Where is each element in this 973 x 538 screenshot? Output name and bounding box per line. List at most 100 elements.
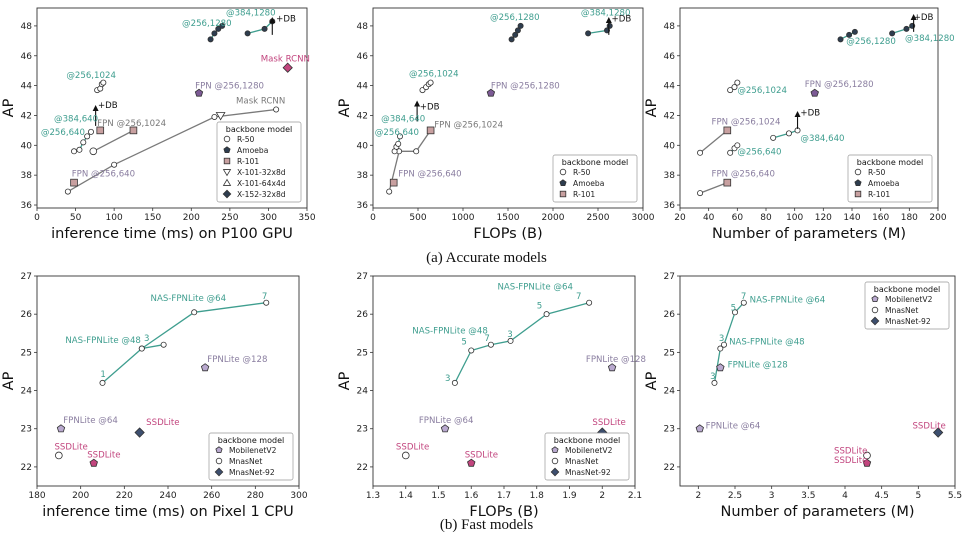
legend-title: backbone model bbox=[562, 158, 628, 167]
point-annotation: @256,640 bbox=[375, 128, 419, 138]
series-point bbox=[740, 299, 747, 306]
point-annotation: FPN @256,1280 bbox=[491, 82, 560, 92]
legend-entry-label: R-101 bbox=[573, 190, 595, 199]
db-arrow-head bbox=[92, 105, 99, 111]
point-annotation: SSDLite bbox=[396, 443, 429, 453]
data-point-pentagon bbox=[56, 424, 66, 433]
plot-frame bbox=[679, 275, 956, 487]
x-tick-label: 2500 bbox=[587, 213, 610, 223]
data-point-pentagon bbox=[467, 458, 476, 467]
y-tick-label: 46 bbox=[357, 52, 369, 62]
x-tick-label: 4 bbox=[842, 491, 848, 501]
point-annotation: @256,1024 bbox=[409, 70, 459, 80]
y-tick-label: 38 bbox=[21, 171, 33, 181]
legend-title: backbone model bbox=[874, 285, 940, 294]
data-point-circle bbox=[401, 451, 410, 460]
db-arrow-head bbox=[605, 16, 612, 23]
data-point-circle bbox=[55, 451, 63, 460]
x-tick-label: 3.5 bbox=[801, 491, 815, 501]
point-annotation: @384,640 bbox=[381, 114, 425, 124]
caption-accurate-models: (a) Accurate models bbox=[426, 250, 547, 266]
series-point bbox=[711, 379, 718, 386]
point-annotation: FPN @256,1024 bbox=[712, 117, 781, 127]
series-point bbox=[727, 87, 734, 94]
series-point bbox=[514, 27, 521, 34]
legend-entry-label: Amoeba bbox=[868, 179, 899, 188]
y-tick-label: 46 bbox=[664, 52, 676, 62]
legend-entry-label: X-101-64x4d bbox=[237, 179, 286, 188]
y-tick-label: 44 bbox=[21, 82, 33, 92]
x-tick-label: 1.8 bbox=[530, 491, 545, 501]
chart-a2: 0 500 1000 1500 2000 2500 3000 36 38 40 42 44 46 48 FL… bbox=[337, 7, 655, 242]
y-tick-label: 38 bbox=[357, 171, 369, 181]
series-point bbox=[71, 148, 78, 155]
point-annotation: 7 bbox=[576, 292, 581, 302]
y-tick-label: 48 bbox=[357, 22, 369, 32]
series-line-1 bbox=[141, 302, 267, 350]
y-tick-label: 44 bbox=[357, 82, 369, 92]
y-tick-label: 42 bbox=[21, 111, 32, 121]
point-annotation: 3 bbox=[507, 330, 512, 340]
legend-entry-label: MnasNet bbox=[885, 306, 918, 315]
legend-title: backbone model bbox=[857, 158, 923, 167]
series-point bbox=[413, 148, 420, 155]
y-tick-label: 23 bbox=[21, 425, 32, 435]
data-point-square bbox=[723, 178, 732, 187]
chart-b2: 1.3 1.4 1.5 1.6 1.7 1.8 1.9 2 2.1 22 23 24 25 26 27 FLO… bbox=[337, 272, 646, 520]
y-axis-label: AP bbox=[1, 371, 17, 390]
series-point bbox=[263, 299, 270, 306]
y-tick-label: 26 bbox=[357, 310, 369, 320]
x-tick-label: 220 bbox=[116, 491, 133, 501]
x-tick-label: 260 bbox=[203, 491, 220, 501]
point-annotation: 5 bbox=[537, 301, 542, 311]
point-annotation: FPNLite @64 bbox=[706, 422, 761, 432]
point-annotation: +DB bbox=[914, 13, 934, 23]
point-annotation: +DB bbox=[612, 14, 632, 24]
x-tick-label: 160 bbox=[872, 213, 889, 223]
point-annotation: @256,1024 bbox=[737, 86, 787, 96]
x-tick-label: 150 bbox=[144, 213, 161, 223]
data-point-square bbox=[96, 126, 105, 135]
legend-entry-label: X-152-32x8d bbox=[237, 190, 286, 199]
x-tick-label: 5.5 bbox=[948, 491, 962, 501]
x-tick-label: 1.4 bbox=[399, 491, 414, 501]
y-tick-label: 46 bbox=[21, 52, 33, 62]
series-line-0 bbox=[454, 302, 590, 384]
data-point-pentagon bbox=[695, 424, 704, 433]
point-annotation: FPN @256,1024 bbox=[97, 119, 166, 129]
y-tick-label: 25 bbox=[357, 348, 368, 358]
series-point bbox=[721, 341, 728, 348]
x-tick-label: 20 bbox=[674, 213, 686, 223]
series-point bbox=[451, 379, 458, 386]
series-point bbox=[785, 130, 792, 137]
point-annotation: SSDLite bbox=[834, 447, 867, 457]
legend-marker bbox=[222, 178, 232, 186]
point-annotation: 7 bbox=[741, 292, 746, 302]
data-point-diamond bbox=[932, 427, 944, 438]
y-tick-label: 22 bbox=[357, 463, 368, 473]
legend-title: backbone model bbox=[554, 436, 620, 445]
legend-entry-label: X-101-32x8d bbox=[237, 168, 286, 177]
series-line-3 bbox=[773, 129, 798, 139]
chart-a1: 0 50 100 150 200 250 300 350 36 38 40 42 44 46 48 infer… bbox=[1, 7, 316, 242]
x-tick-label: 1500 bbox=[497, 213, 520, 223]
legend-marker bbox=[854, 168, 862, 176]
series-line-0 bbox=[388, 130, 432, 192]
point-annotation: SSDLite bbox=[54, 443, 87, 453]
point-annotation: +DB bbox=[420, 102, 440, 112]
legend-entry-label: Amoeba bbox=[573, 179, 604, 188]
point-annotation: 7 bbox=[262, 292, 267, 302]
point-annotation: FPNLite @64 bbox=[419, 416, 474, 426]
point-annotation: 3 bbox=[719, 334, 724, 344]
point-annotation: +DB bbox=[276, 14, 296, 24]
series-point bbox=[160, 341, 167, 348]
x-tick-label: 200 bbox=[183, 213, 200, 223]
data-point-pentagon bbox=[89, 458, 98, 467]
point-annotation: SSDLite bbox=[592, 418, 625, 428]
series-point bbox=[138, 345, 145, 352]
point-annotation: SSDLite bbox=[146, 418, 179, 428]
series-point bbox=[846, 31, 853, 38]
x-axis-label: FLOPs (B) bbox=[469, 504, 538, 520]
x-tick-label: 500 bbox=[409, 213, 426, 223]
